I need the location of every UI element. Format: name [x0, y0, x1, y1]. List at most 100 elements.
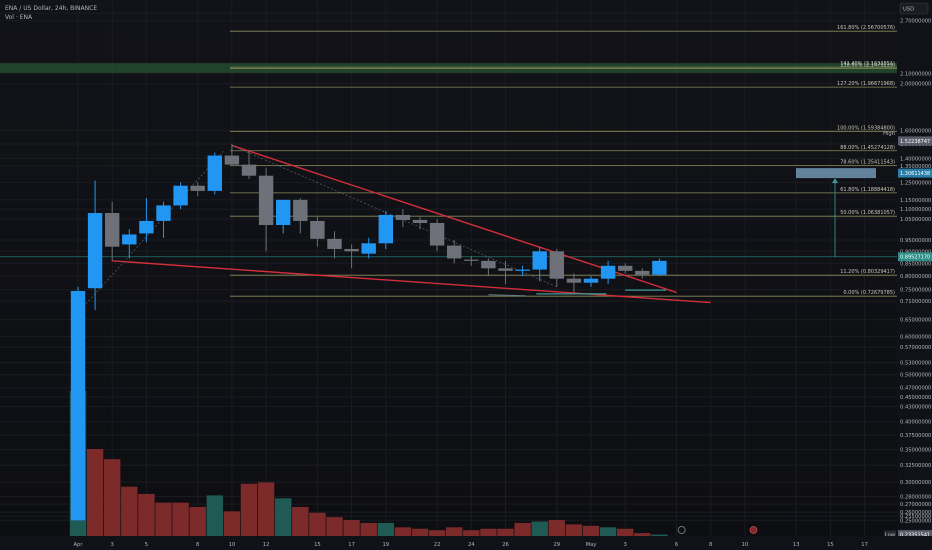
volume-label: Vol · ENA [5, 14, 33, 21]
candle-body [635, 270, 650, 275]
fib-label: 100.00% (1.59384800) [837, 125, 895, 131]
volume-bar [343, 520, 360, 536]
time-tick-label: 6 [675, 542, 678, 548]
volume-bar [104, 459, 121, 536]
candle-body [481, 260, 496, 269]
price-tick-label: 0.25500000 [900, 514, 931, 520]
time-tick-label: 8 [709, 542, 712, 548]
candle-body [566, 278, 582, 283]
price-tick-label: 0.26000000 [900, 510, 931, 516]
price-axis-bg [897, 0, 932, 550]
price-tick-label: 2.70000000 [900, 19, 931, 25]
candle-body [122, 234, 137, 245]
candles [70, 144, 667, 521]
time-tick-label: 8 [196, 542, 199, 548]
trend-dotted [231, 145, 557, 288]
price-tick-label: 0.37500000 [900, 433, 931, 439]
price-tick-label: 0.47000000 [900, 386, 931, 392]
time-tick-label: May [586, 542, 597, 548]
time-tick-label: 12 [263, 542, 270, 548]
volume-bar [189, 507, 206, 536]
volume-bar [275, 498, 292, 536]
price-tag-label: 1.30611438 [900, 171, 930, 177]
volume-bar [411, 528, 429, 536]
price-tick-label: 1.40000000 [900, 157, 931, 163]
candle-body [600, 265, 616, 279]
price-axis[interactable]: 2.70000000 2.10000000 2.00000000 1.60000000… [883, 0, 932, 550]
candle-body [583, 278, 599, 283]
volume-bars [69, 391, 668, 536]
chart-legend: ENA / US Dollar, 24h, BINANCE Vol · ENA [5, 4, 97, 22]
symbol-title[interactable]: ENA / US Dollar, 24h, BINANCE [5, 5, 98, 12]
volume-bar [326, 517, 343, 536]
price-tick-label: 0.65000000 [900, 318, 931, 324]
time-tick-label: 29 [553, 542, 560, 548]
fib-levels: 161.80% (2.56700576) 141.40% (2.1632851) 1… [0, 25, 897, 297]
time-tick-label: 17 [861, 542, 868, 548]
price-tick-label: 1.35000000 [900, 164, 931, 170]
volume-bar [394, 527, 412, 536]
currency-label[interactable]: USD [903, 7, 914, 13]
price-tick-label: 1.25000000 [900, 180, 931, 186]
target-box [796, 168, 876, 179]
fib-label: 141.40% (2.1632851) [840, 61, 895, 67]
price-tick-label: 0.30000000 [900, 480, 931, 486]
time-tick-label: 10 [229, 542, 236, 548]
volume-bar [172, 502, 189, 536]
time-tick-label: 10 [742, 542, 749, 548]
price-tick-label: 0.50000000 [900, 373, 931, 379]
time-tick-label: 19 [382, 542, 389, 548]
candle-body [156, 205, 171, 221]
target-arrow-head [832, 178, 838, 184]
green-zone-rect [0, 63, 897, 73]
time-tick-label: 15 [827, 542, 834, 548]
falling-wedge [82, 144, 711, 308]
candle-body [549, 251, 564, 279]
price-tick-label: 0.32500000 [900, 463, 931, 469]
volume-bar [548, 520, 565, 536]
candle-body [207, 155, 222, 191]
candle-body [327, 238, 342, 249]
time-tick-label: 5 [145, 542, 148, 548]
annotations [488, 168, 876, 534]
price-tag-label: 1.52238747 [900, 139, 930, 145]
volume-bar [360, 522, 377, 536]
candle-body [190, 185, 205, 191]
candle-body [241, 164, 257, 176]
candle-body [378, 214, 393, 244]
currency-button [899, 2, 929, 15]
fib-label: 0.00% (0.72679785) [843, 290, 895, 296]
candle-body [515, 269, 530, 271]
price-tick-label: 1.15000000 [900, 198, 931, 204]
time-tick-label: 17 [348, 542, 355, 548]
candle-body [276, 199, 291, 226]
volume-bar [514, 522, 531, 536]
fib-label: 161.80% (2.56700576) [837, 25, 895, 31]
price-tick-label: 0.28000000 [900, 495, 931, 501]
candle-body [293, 199, 308, 221]
volume-bar [223, 511, 241, 536]
price-tag-label: 0.23351541 [900, 533, 930, 539]
fib-label: 88.00% (1.45274128) [840, 145, 895, 151]
candle-body [618, 265, 633, 271]
candle-body [139, 220, 154, 234]
candle-body [412, 219, 428, 223]
volume-bar [86, 449, 104, 536]
volume-bar [292, 507, 309, 536]
volume-bar [446, 527, 463, 536]
candle-body [498, 268, 513, 271]
price-tick-label: 2.00000000 [900, 82, 931, 88]
candle-body [447, 245, 462, 259]
price-tick-label: 0.53000000 [900, 361, 931, 367]
price-tick-label: 0.95000000 [900, 238, 931, 244]
price-tick-label: 0.57000000 [900, 345, 931, 351]
candle-body [173, 185, 188, 206]
price-tag [898, 530, 932, 540]
price-tick-label: 0.40000000 [900, 420, 931, 426]
time-axis[interactable]: Apr 3 5 8 10 12 15 17 19 22 24 26 29 May 3 6 8 10 13 15 17 [0, 536, 932, 550]
time-tick-label: 26 [502, 542, 509, 548]
high-label: High [883, 131, 895, 137]
time-tick-label: 15 [314, 542, 321, 548]
